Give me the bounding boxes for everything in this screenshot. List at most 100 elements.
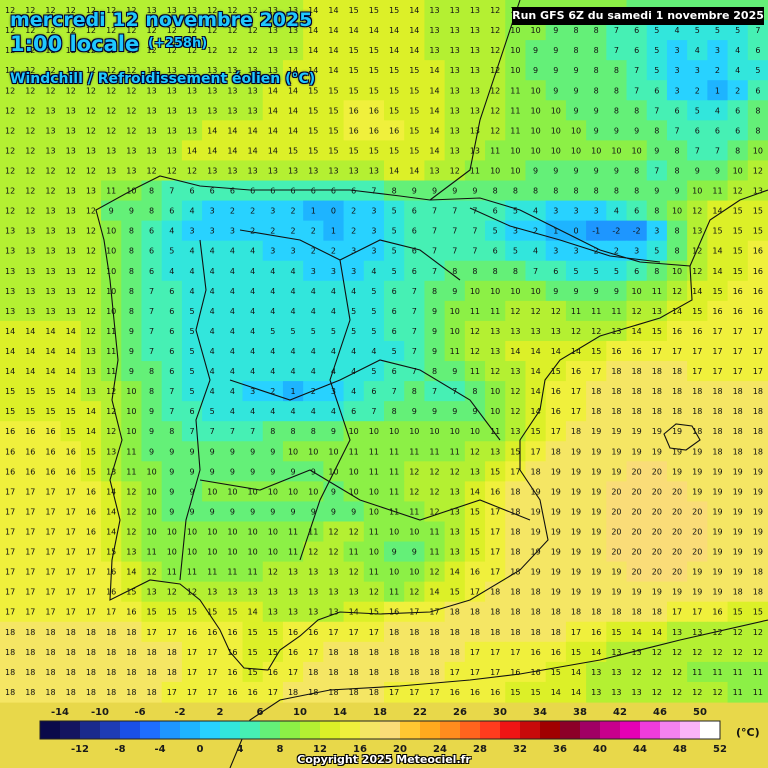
grid-value: 12 (106, 427, 116, 436)
field-cell (282, 601, 304, 623)
grid-value: 9 (149, 427, 154, 436)
copyright-text: Copyright 2025 Meteociel.fr (297, 753, 471, 766)
field-cell (606, 541, 628, 563)
field-cell (181, 260, 203, 282)
field-cell (60, 601, 82, 623)
field-cell (424, 160, 446, 182)
field-cell (282, 320, 304, 342)
grid-value: 20 (632, 528, 642, 537)
field-cell (141, 340, 163, 362)
grid-value: 9 (351, 507, 356, 516)
grid-value: 7 (452, 207, 457, 216)
field-cell (343, 40, 365, 61)
field-cell (101, 140, 122, 162)
field-cell (525, 40, 547, 61)
field-cell (565, 621, 587, 643)
grid-value: 13 (450, 66, 460, 75)
field-cell (202, 561, 223, 583)
field-cell (303, 160, 324, 182)
grid-value: 9 (169, 467, 174, 476)
field-cell (121, 681, 143, 703)
grid-value: 18 (510, 568, 520, 577)
grid-value: 11 (106, 327, 116, 336)
grid-value: 6 (493, 207, 498, 216)
field-cell (202, 60, 223, 81)
field-cell (80, 320, 102, 342)
field-cell (80, 521, 102, 543)
grid-value: 10 (369, 487, 379, 496)
field-cell (505, 481, 527, 503)
field-cell (0, 441, 21, 462)
grid-value: 14 (692, 287, 702, 296)
grid-value: 12 (5, 207, 15, 216)
grid-value: 18 (328, 668, 338, 677)
field-cell (20, 561, 42, 583)
coastlines-and-borders (95, 0, 768, 768)
field-cell (40, 200, 62, 222)
field-cell (606, 601, 628, 623)
grid-value: 19 (530, 507, 540, 516)
grid-value: 19 (591, 447, 601, 456)
legend-swatch (340, 721, 361, 739)
grid-value: 7 (149, 287, 154, 296)
grid-value: 12 (349, 568, 359, 577)
field-cell (323, 120, 345, 141)
field-cell (363, 60, 385, 81)
field-cell (363, 140, 385, 162)
grid-value: 18 (530, 608, 540, 617)
field-cell (101, 461, 122, 482)
grid-value: 19 (652, 588, 662, 597)
grid-value: 10 (672, 207, 682, 216)
field-cell (505, 461, 527, 482)
grid-value: 19 (733, 548, 743, 557)
grid-value: 9 (412, 407, 417, 416)
grid-value: 5 (331, 327, 336, 336)
grid-value: 6 (412, 267, 417, 276)
grid-value: 2 (533, 227, 538, 236)
grid-value: 9 (614, 126, 619, 135)
grid-value: 8 (553, 187, 558, 196)
field-cell (60, 501, 82, 523)
field-cell (505, 40, 527, 61)
field-cell (687, 180, 708, 202)
grid-value: 5 (351, 307, 356, 316)
grid-value: 11 (288, 548, 298, 557)
field-cell (343, 561, 365, 583)
grid-value: 12 (25, 46, 35, 55)
field-cell (404, 521, 426, 543)
grid-value: 20 (652, 507, 662, 516)
grid-value: 12 (5, 146, 15, 155)
grid-value: 13 (672, 628, 682, 637)
field-cell (606, 581, 628, 603)
grid-value: 13 (248, 588, 258, 597)
grid-value: 13 (429, 166, 439, 175)
grid-value: 18 (86, 648, 96, 657)
grid-value: 14 (308, 66, 318, 75)
field-cell (101, 661, 122, 683)
grid-value: 17 (207, 668, 217, 677)
grid-value: 16 (86, 507, 96, 516)
field-cell (363, 220, 385, 242)
field-cell (464, 421, 486, 442)
grid-value: 2 (735, 86, 740, 95)
field-cell (282, 260, 304, 282)
field-cell (222, 661, 244, 683)
field-cell (101, 0, 122, 21)
field-cell (0, 621, 21, 643)
grid-value: 6 (169, 347, 174, 356)
field-cell (262, 320, 284, 342)
field-cell (0, 461, 21, 482)
grid-value: 13 (349, 166, 359, 175)
grid-value: 14 (349, 26, 359, 35)
legend-swatch (540, 721, 561, 739)
grid-value: 6 (634, 26, 639, 35)
field-cell (242, 0, 264, 21)
field-cell (747, 381, 768, 402)
grid-value: 9 (594, 126, 599, 135)
field-cell (747, 220, 768, 242)
grid-value: 13 (45, 247, 55, 256)
field-cell (0, 120, 21, 141)
grid-value: 5 (189, 327, 194, 336)
field-cell (545, 20, 567, 41)
grid-value: 18 (672, 367, 682, 376)
